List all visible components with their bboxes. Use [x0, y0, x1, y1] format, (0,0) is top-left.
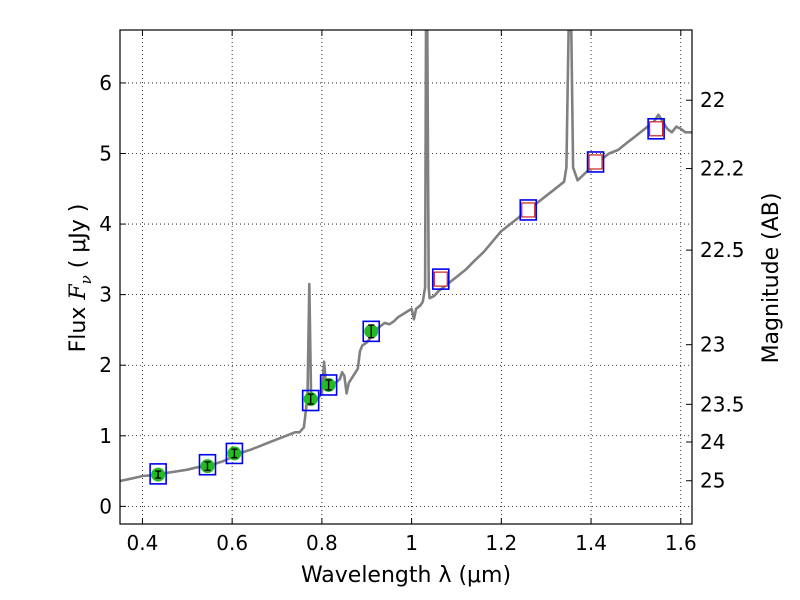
x-tick-label: 1.6: [665, 531, 697, 555]
y-axis-label-symbol: F: [66, 284, 91, 301]
y2-tick-label: 22.2: [700, 157, 745, 181]
y-tick-label: 0: [99, 494, 112, 518]
model-box-marker: [149, 463, 167, 485]
y2-tick-label: 24: [700, 430, 725, 454]
y-tick-label: 5: [99, 142, 112, 166]
upper-limit-marker: [521, 202, 536, 218]
axis-ticks: 0.4 0.6 0.8 1 1.2 1.4 1.601234562222.222.52323…: [99, 30, 745, 555]
y-axis-label-units: ( μJy ): [66, 204, 91, 276]
model-box-marker: [586, 151, 605, 173]
x-axis-label: Wavelength λ (μm): [301, 563, 511, 588]
y-tick-label: 3: [99, 283, 112, 307]
x-tick-label: 1.4: [575, 531, 607, 555]
model-box-marker: [319, 374, 338, 396]
y-tick-label: 2: [99, 353, 112, 377]
y-tick-label: 4: [99, 212, 112, 236]
y-tick-label: 1: [99, 424, 112, 448]
y2-tick-label: 23.5: [700, 392, 745, 416]
model-box-marker: [362, 320, 381, 343]
x-tick-label: 1.2: [485, 531, 517, 555]
model-box-marker: [301, 389, 320, 412]
plot-area: [120, 30, 692, 485]
x-tick-label: 1: [405, 531, 418, 555]
model-box-marker: [519, 199, 538, 221]
upper-limit-marker: [588, 154, 603, 170]
model-box-marker: [225, 442, 244, 465]
y2-axis-label: Magnitude (AB): [759, 193, 784, 364]
y2-tick-label: 25: [700, 469, 725, 493]
y-axis-label-prefix: Flux: [66, 300, 91, 353]
spectrum-line: [120, 30, 692, 483]
x-tick-label: 0.8: [306, 531, 338, 555]
y-tick-label: 6: [99, 71, 112, 95]
axes-frame: [119, 29, 693, 525]
x-tick-label: 0.6: [216, 531, 248, 555]
model-box-marker: [647, 118, 665, 140]
y-axis-label: Flux Fν ( μJy ): [66, 204, 95, 353]
upper-limit-marker: [433, 271, 448, 287]
y2-tick-label: 22: [700, 88, 725, 112]
y2-tick-label: 23: [700, 333, 725, 357]
model-box-marker: [198, 453, 217, 476]
y2-tick-label: 22.5: [700, 238, 745, 262]
upper-limit-marker: [649, 121, 664, 137]
x-tick-label: 0.4: [127, 531, 159, 555]
y-axis-label-subscript: ν: [77, 275, 95, 284]
model-box-marker: [431, 268, 450, 290]
grid: [120, 30, 692, 524]
